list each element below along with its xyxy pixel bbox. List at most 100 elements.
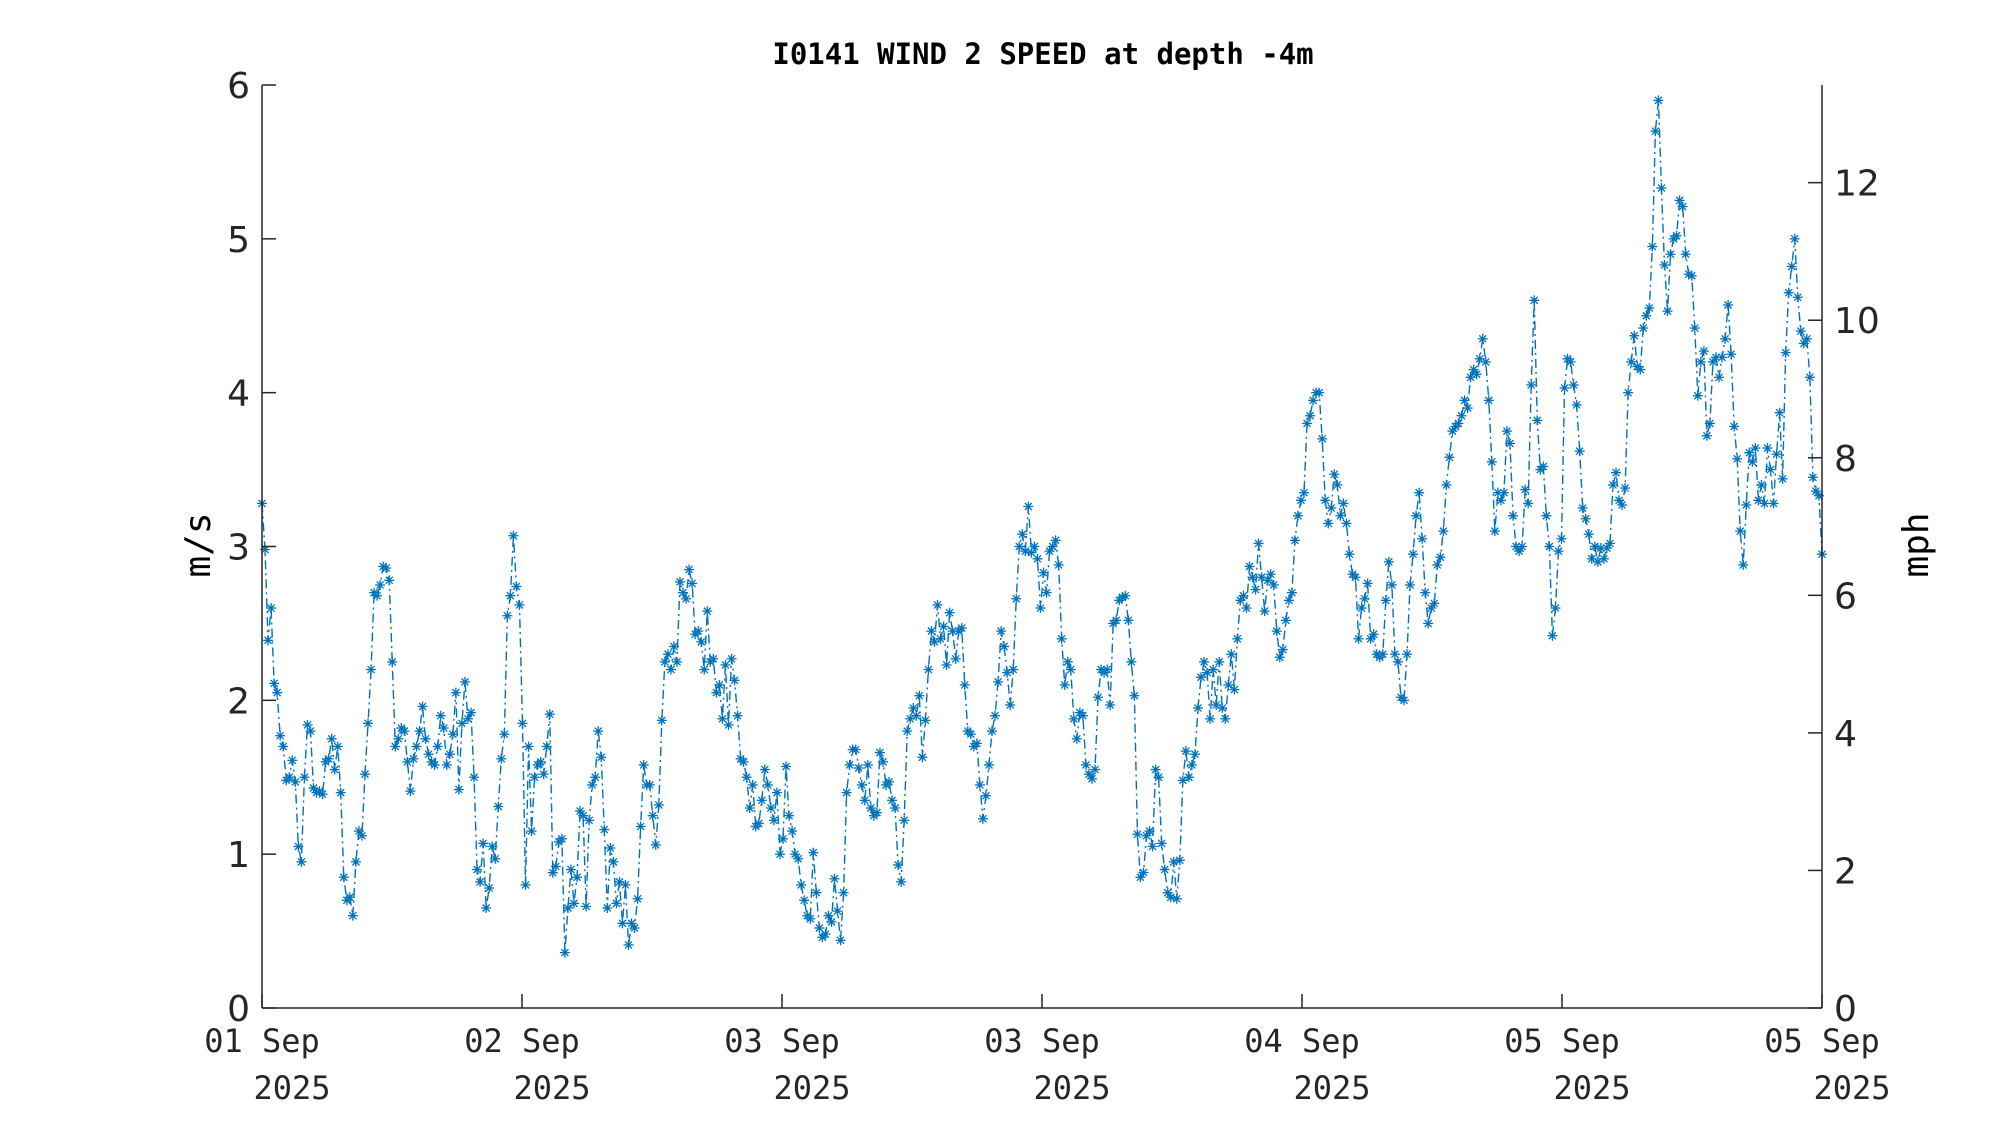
data-point xyxy=(1014,541,1025,552)
data-point xyxy=(1480,356,1491,367)
data-point xyxy=(1538,461,1549,472)
data-point xyxy=(1604,538,1615,549)
data-point xyxy=(1498,487,1509,498)
data-point xyxy=(1286,587,1297,598)
data-point xyxy=(671,656,682,667)
data-point xyxy=(293,841,304,852)
data-point xyxy=(732,710,743,721)
data-point xyxy=(1320,495,1331,506)
data-point xyxy=(1259,606,1270,617)
data-point xyxy=(444,749,455,760)
data-point xyxy=(393,733,404,744)
data-point xyxy=(1008,664,1019,675)
data-point xyxy=(1441,479,1452,490)
data-point xyxy=(1398,695,1409,706)
data-point xyxy=(759,764,770,775)
data-point xyxy=(1635,364,1646,375)
data-point xyxy=(1302,418,1313,429)
data-point xyxy=(1205,713,1216,724)
data-point xyxy=(687,578,698,589)
data-point xyxy=(1247,572,1258,583)
data-point xyxy=(602,903,613,914)
data-point xyxy=(1771,449,1782,460)
data-point xyxy=(1720,333,1731,344)
data-point xyxy=(517,718,528,729)
data-point xyxy=(353,826,364,837)
data-point xyxy=(896,876,907,887)
data-point xyxy=(1786,261,1797,272)
data-point xyxy=(771,787,782,798)
data-point xyxy=(490,853,501,864)
data-point xyxy=(1804,372,1815,383)
data-point xyxy=(459,676,470,687)
data-point xyxy=(1317,433,1328,444)
data-point xyxy=(420,733,431,744)
data-point xyxy=(593,726,604,737)
data-point xyxy=(1738,559,1749,570)
left-y-axis: 0 1 2 3 4 5 6 xyxy=(227,66,276,1030)
data-point xyxy=(990,710,1001,721)
data-point xyxy=(1550,603,1561,614)
data-point xyxy=(1168,856,1179,867)
data-point xyxy=(826,916,837,927)
data-point xyxy=(1517,541,1528,552)
data-point xyxy=(908,703,919,714)
data-point xyxy=(756,795,767,806)
data-point xyxy=(1383,556,1394,567)
data-point xyxy=(632,893,643,904)
x-tick-label-date: 03 Sep xyxy=(724,1022,840,1060)
data-point xyxy=(1056,633,1067,644)
y-tick-label-right: 2 xyxy=(1834,851,1857,892)
data-point xyxy=(675,576,686,587)
data-point xyxy=(590,772,601,783)
data-point xyxy=(1568,379,1579,390)
data-point xyxy=(911,710,922,721)
data-point xyxy=(762,779,773,790)
data-point xyxy=(1735,526,1746,537)
data-point xyxy=(1529,295,1540,306)
data-point xyxy=(496,753,507,764)
data-point xyxy=(699,664,710,675)
data-point xyxy=(653,799,664,810)
data-point xyxy=(514,599,525,610)
data-point xyxy=(835,935,846,946)
data-point xyxy=(1444,452,1455,463)
data-point xyxy=(450,687,461,698)
data-point xyxy=(1308,395,1319,406)
data-point xyxy=(1156,838,1167,849)
data-point xyxy=(1571,399,1582,410)
data-point xyxy=(638,759,649,770)
data-point xyxy=(1704,418,1715,429)
data-point xyxy=(1171,893,1182,904)
data-point xyxy=(1402,649,1413,660)
data-point xyxy=(1229,684,1240,695)
data-point xyxy=(959,679,970,690)
data-point xyxy=(432,741,443,752)
data-point xyxy=(1211,699,1222,710)
data-point xyxy=(1199,656,1210,667)
data-point xyxy=(475,876,486,887)
data-point xyxy=(1232,633,1243,644)
data-point xyxy=(977,813,988,824)
data-point xyxy=(520,879,531,890)
data-point xyxy=(623,939,634,950)
data-point xyxy=(472,864,483,875)
data-point xyxy=(1289,535,1300,546)
data-point xyxy=(381,563,392,574)
data-point xyxy=(787,826,798,837)
data-point xyxy=(372,590,383,601)
x-tick-label-date: 02 Sep xyxy=(464,1022,580,1060)
data-point xyxy=(296,856,307,867)
data-point xyxy=(1253,538,1264,549)
data-point xyxy=(272,687,283,698)
data-point xyxy=(796,879,807,890)
data-point xyxy=(1041,587,1052,598)
data-point xyxy=(993,676,1004,687)
data-point xyxy=(799,895,810,906)
data-point xyxy=(774,849,785,860)
y-tick-label-right: 8 xyxy=(1834,439,1857,480)
data-point xyxy=(1501,426,1512,437)
x-axis: 01 Sep 2025 02 Sep 2025 03 Sep 2025 03 Sep 2025… xyxy=(204,994,1891,1107)
data-point xyxy=(1520,484,1531,495)
data-point xyxy=(1314,387,1325,398)
